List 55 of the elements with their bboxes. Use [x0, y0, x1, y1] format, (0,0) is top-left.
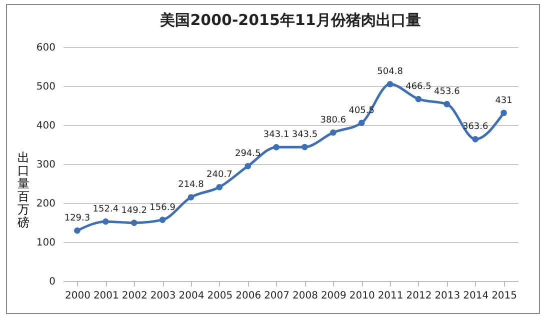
- point: [330, 129, 336, 136]
- y-tick-label: 0: [49, 276, 56, 288]
- data-label: 240.7: [206, 170, 232, 180]
- data-label: 149.2: [121, 206, 147, 216]
- y-tick-label: 600: [36, 42, 56, 54]
- data-label: 453.6: [434, 87, 460, 98]
- x-tick-label: 2006: [236, 290, 262, 302]
- data-label: 343.1: [263, 130, 290, 140]
- y-tick-label: 400: [36, 120, 56, 132]
- point: [415, 96, 422, 102]
- data-label: 156.9: [150, 202, 176, 213]
- x-tick-label: 2012: [406, 290, 432, 302]
- point: [358, 120, 365, 126]
- x-tick-label: 2001: [93, 290, 119, 302]
- point: [244, 162, 252, 170]
- point: [472, 136, 479, 142]
- point: [273, 144, 280, 150]
- x-tick-label: 2005: [207, 290, 233, 302]
- point: [386, 80, 394, 88]
- x-tick-label: 2013: [434, 290, 460, 302]
- y-tick-label: 200: [36, 198, 56, 210]
- y-axis-title: 出口量百万磅: [16, 150, 30, 230]
- data-label: 466.5: [406, 82, 432, 92]
- x-tick-label: 2007: [264, 290, 290, 302]
- data-label: 129.3: [64, 214, 90, 224]
- point: [74, 227, 80, 234]
- x-tick-label: 2014: [463, 290, 489, 302]
- point: [188, 194, 194, 200]
- x-tick-label: 2009: [320, 290, 346, 302]
- data-label: 152.4: [92, 204, 119, 215]
- data-label: 431: [495, 96, 512, 106]
- data-label: 380.6: [320, 116, 346, 126]
- data-label: 214.8: [178, 180, 204, 190]
- x-tick-label: 2000: [64, 290, 90, 302]
- data-label: 504.8: [377, 67, 404, 78]
- y-tick-label: 300: [36, 160, 56, 170]
- point: [500, 110, 507, 116]
- point: [444, 100, 450, 108]
- x-tick-label: 2010: [349, 290, 375, 302]
- x-tick-label: 2011: [378, 290, 404, 302]
- x-tick-label: 2003: [150, 290, 176, 302]
- data-label: 343.5: [292, 130, 318, 140]
- x-tick-label: 2015: [492, 290, 518, 302]
- y-tick-label: 500: [36, 82, 56, 92]
- x-tick-label: 2004: [178, 290, 204, 302]
- point: [130, 220, 138, 226]
- chart-title: 美国2000-2015年11月份猪肉出口量: [159, 11, 421, 29]
- x-tick-label: 2002: [122, 290, 148, 302]
- x-tick-label: 2008: [292, 290, 318, 302]
- point: [216, 184, 223, 190]
- point: [159, 216, 166, 223]
- point: [102, 218, 109, 225]
- y-tick-label: 100: [36, 238, 56, 248]
- data-label: 294.5: [234, 149, 261, 160]
- point: [302, 144, 308, 150]
